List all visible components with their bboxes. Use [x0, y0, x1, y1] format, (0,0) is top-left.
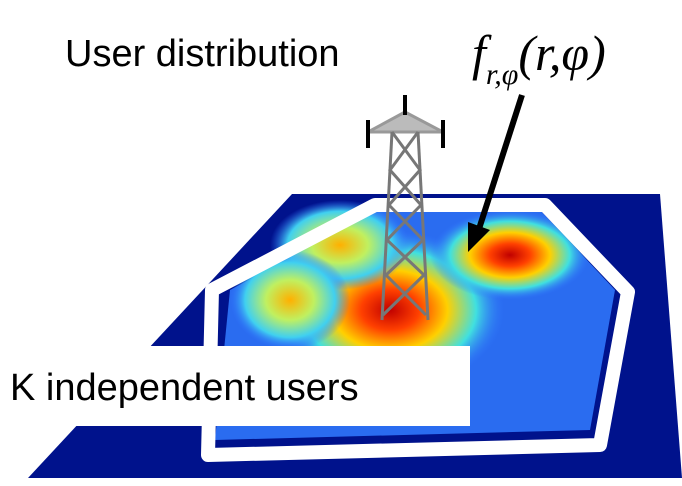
formula-args: (r,φ)	[518, 25, 605, 81]
heat-blob	[230, 250, 350, 350]
cell-boundary	[201, 198, 635, 462]
title: User distribution	[65, 33, 340, 75]
label-box	[0, 346, 470, 426]
tower	[366, 95, 445, 321]
arrow	[468, 94, 525, 252]
formula: fr,φ(r,φ)	[472, 25, 606, 91]
formula-subscript: r,φ	[486, 58, 518, 91]
users-label: K independent users	[10, 367, 359, 409]
